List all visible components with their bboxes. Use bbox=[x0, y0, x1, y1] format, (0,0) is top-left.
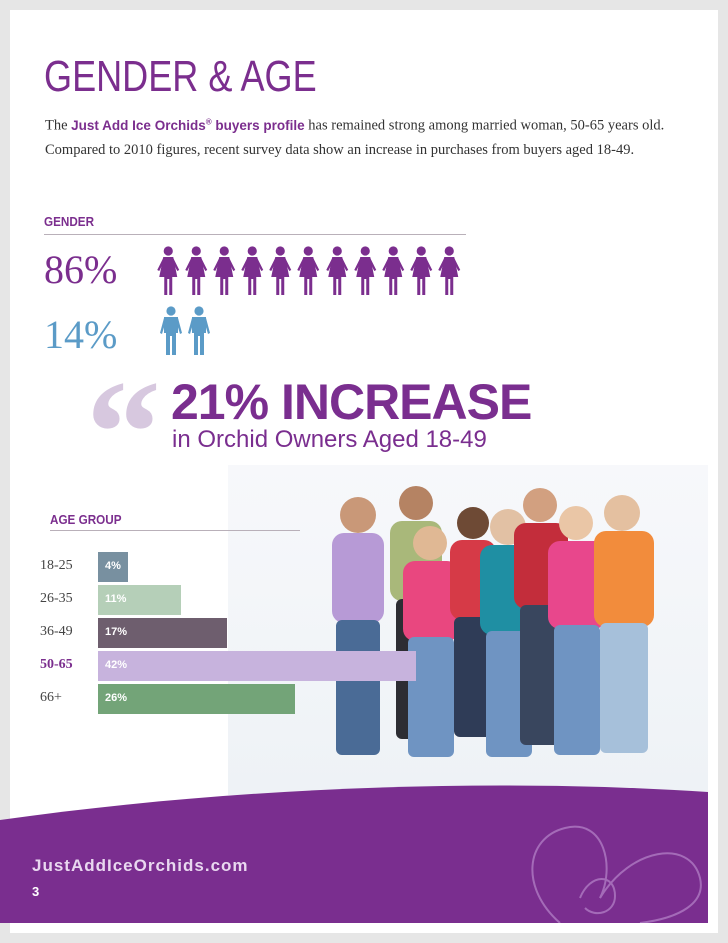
page-number: 3 bbox=[32, 884, 40, 899]
people-illustration bbox=[332, 486, 654, 757]
callout-headline: 21% INCREASE bbox=[171, 374, 532, 430]
age-bar-value: 26% bbox=[105, 692, 128, 704]
age-bar: 26% bbox=[98, 684, 295, 714]
age-range-label: 66+ bbox=[40, 690, 62, 705]
registered-mark: ® bbox=[205, 117, 212, 126]
age-range-label: 36-49 bbox=[40, 624, 73, 639]
intro-paragraph: The Just Add Ice Orchids® buyers profile… bbox=[45, 110, 665, 162]
page-title: GENDER & AGE bbox=[44, 52, 317, 101]
age-rule bbox=[50, 530, 300, 531]
person-1 bbox=[332, 497, 384, 755]
female-person-icon bbox=[184, 246, 209, 301]
female-person-icon bbox=[296, 246, 321, 301]
age-range-label: 18-25 bbox=[40, 558, 73, 573]
gender-section-label: GENDER bbox=[44, 214, 95, 229]
intro-brand-suffix: buyers profile bbox=[211, 117, 305, 133]
female-icons-row bbox=[156, 246, 461, 301]
female-person-icon bbox=[409, 246, 434, 301]
female-percentage: 86% bbox=[44, 247, 118, 292]
gender-rule bbox=[44, 234, 466, 235]
age-bar-value: 42% bbox=[105, 659, 128, 671]
female-person-icon bbox=[268, 246, 293, 301]
male-person-icon bbox=[187, 306, 211, 361]
female-person-icon bbox=[156, 246, 181, 301]
orchid-outline-icon bbox=[531, 825, 702, 923]
age-bar-value: 17% bbox=[105, 626, 128, 638]
age-bar: 11% bbox=[98, 585, 182, 615]
age-range-label: 50-65 bbox=[40, 657, 73, 672]
age-bar-value: 11% bbox=[105, 593, 127, 605]
female-person-icon bbox=[353, 246, 378, 301]
footer-url-link[interactable]: JustAddIceOrchids.com bbox=[32, 856, 249, 875]
male-icons-row bbox=[159, 306, 211, 361]
age-section-label: AGE GROUP bbox=[50, 512, 122, 527]
intro-pre: The bbox=[45, 117, 72, 134]
quote-mark-icon: “ bbox=[86, 350, 161, 516]
intro-brand: Just Add Ice Orchids bbox=[71, 117, 206, 133]
male-percentage: 14% bbox=[44, 312, 118, 357]
female-person-icon bbox=[212, 246, 237, 301]
age-bar-value: 4% bbox=[105, 560, 121, 572]
female-person-icon bbox=[381, 246, 406, 301]
female-person-icon bbox=[437, 246, 462, 301]
age-bar: 17% bbox=[98, 618, 227, 648]
callout-subhead: in Orchid Owners Aged 18-49 bbox=[172, 426, 487, 453]
female-person-icon bbox=[240, 246, 265, 301]
group-photo bbox=[228, 465, 708, 795]
female-person-icon bbox=[325, 246, 350, 301]
age-range-label: 26-35 bbox=[40, 591, 73, 606]
intro-text: has remained strong among married woman,… bbox=[45, 117, 665, 158]
age-bar: 42% bbox=[98, 651, 416, 681]
person-3 bbox=[403, 526, 459, 757]
age-bar: 4% bbox=[98, 552, 129, 582]
person-7 bbox=[548, 506, 606, 755]
footer-band bbox=[0, 785, 708, 923]
person-8 bbox=[594, 495, 654, 753]
male-person-icon bbox=[159, 306, 183, 361]
